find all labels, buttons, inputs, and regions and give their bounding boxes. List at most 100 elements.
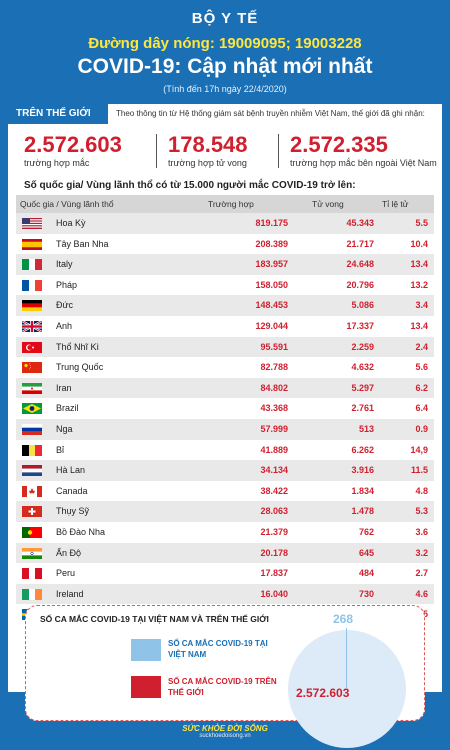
table-row: Hoa Kỳ 819.175 45.343 5.5 xyxy=(16,213,434,234)
table-row: Trung Quốc 82.788 4.632 5.6 xyxy=(16,357,434,378)
country-name: Đức xyxy=(56,300,74,311)
death-rate-value: 6.2 xyxy=(415,382,428,393)
stat-total-cases: 2.572.603 trường hợp mắc xyxy=(24,132,122,168)
deaths-value: 45.343 xyxy=(346,218,374,228)
table-row: Anh 129.044 17.337 13.4 xyxy=(16,316,434,337)
stat-value: 178.548 xyxy=(168,132,248,157)
deaths-value: 6.262 xyxy=(351,444,374,455)
usa-flag xyxy=(22,218,42,229)
country-name: Ấn Độ xyxy=(56,547,82,558)
cases-value: 82.788 xyxy=(260,362,288,373)
cases-value: 20.178 xyxy=(260,547,288,558)
death-rate-value: 13.4 xyxy=(410,259,428,270)
country-table: Quốc gia / Vùng lãnh thổ Trường hợp mắc … xyxy=(16,195,434,625)
deaths-value: 762 xyxy=(358,526,374,537)
country-name: Bỉ xyxy=(56,444,65,455)
country-name: Hà Lan xyxy=(56,465,86,476)
france-flag xyxy=(22,279,42,291)
iran-flag xyxy=(22,382,42,394)
cases-value: 28.063 xyxy=(260,506,288,517)
table-row: Ireland 16.040 730 4.6 xyxy=(16,583,434,605)
table-row: Tây Ban Nha 208.389 21.717 10.4 xyxy=(16,234,434,255)
deaths-value: 2.259 xyxy=(351,341,374,352)
cases-value: 183.957 xyxy=(255,259,288,270)
country-name: Pháp xyxy=(56,279,78,290)
country-name: Nga xyxy=(56,423,73,434)
country-name: Iran xyxy=(56,382,72,393)
country-name: Italy xyxy=(56,259,73,270)
vietnam-marker-line xyxy=(346,628,347,688)
deaths-value: 1.834 xyxy=(351,485,374,496)
cases-value: 148.453 xyxy=(255,300,288,311)
spain-flag xyxy=(22,238,42,250)
cases-value: 43.368 xyxy=(260,403,288,414)
death-rate-value: 5.3 xyxy=(415,506,428,517)
deaths-value: 730 xyxy=(358,588,374,599)
publisher-logo: SỨC KHỎE ĐỜI SỐNG xyxy=(182,724,268,733)
death-rate-value: 4.6 xyxy=(415,588,428,599)
peru-flag xyxy=(22,568,42,580)
cases-value: 38.422 xyxy=(260,485,288,496)
cases-value: 41.889 xyxy=(260,444,288,455)
column-header-country: Quốc gia / Vùng lãnh thổ xyxy=(20,199,114,209)
stat-label: trường hợp mắc xyxy=(24,158,90,168)
update-timestamp: (Tính đến 17h ngày 22/4/2020) xyxy=(163,84,287,94)
deaths-value: 21.717 xyxy=(346,238,374,249)
death-rate-value: 0.9 xyxy=(415,423,428,434)
world-cases-circle xyxy=(288,630,406,748)
cases-value: 129.044 xyxy=(255,320,288,331)
comparison-title: SỐ CA MẮC COVID-19 TẠI VIỆT NAM VÀ TRÊN … xyxy=(40,614,269,624)
deaths-value: 5.297 xyxy=(351,382,374,393)
table-row: Hà Lan 34.134 3.916 11.5 xyxy=(16,460,434,481)
cases-value: 84.802 xyxy=(260,382,288,393)
table-row: Ấn Độ 20.178 645 3.2 xyxy=(16,542,434,564)
table-body: Hoa Kỳ 819.175 45.343 5.5 Tây Ban Nha 208.389… xyxy=(16,213,434,625)
deaths-value: 2.761 xyxy=(351,403,374,414)
country-name: Brazil xyxy=(56,403,79,414)
legend-world-swatch xyxy=(131,676,161,698)
death-rate-value: 3.6 xyxy=(415,526,428,537)
death-rate-value: 3.2 xyxy=(415,547,428,558)
publisher-url: suckhoedoisong.vn xyxy=(199,733,251,739)
country-name: Hoa Kỳ xyxy=(56,218,86,228)
footer: SỨC KHỎE ĐỜI SỐNG suckhoedoisong.vn xyxy=(0,724,450,739)
cases-value: 57.999 xyxy=(260,423,288,434)
deaths-value: 645 xyxy=(358,547,374,558)
table-row: Brazil 43.368 2.761 6.4 xyxy=(16,398,434,419)
ireland-flag xyxy=(22,588,42,600)
column-header-deaths: Tử vong xyxy=(312,199,344,209)
cases-value: 158.050 xyxy=(255,279,288,290)
hotline-text: Đường dây nóng: 19009095; 19003228 xyxy=(88,35,362,52)
death-rate-value: 3.4 xyxy=(415,300,428,311)
india-flag xyxy=(22,547,42,559)
stat-value: 2.572.603 xyxy=(24,132,122,157)
cases-value: 208.389 xyxy=(255,238,288,249)
deaths-value: 5.086 xyxy=(351,300,374,311)
netherlands-flag xyxy=(22,465,42,477)
death-rate-value: 14,9 xyxy=(410,444,428,455)
portugal-flag xyxy=(22,526,42,538)
table-row: Iran 84.802 5.297 6.2 xyxy=(16,377,434,399)
uk-flag xyxy=(22,320,42,332)
stat-label: trường hợp tử vong xyxy=(168,158,247,168)
stat-value: 2.572.335 xyxy=(290,132,388,157)
cases-value: 16.040 xyxy=(260,588,288,599)
stat-cases-outside-vn: 2.572.335 trường hợp mắc bên ngoài Việt … xyxy=(290,132,437,168)
deaths-value: 1.478 xyxy=(351,506,374,517)
table-row: Canada 38.422 1.834 4.8 xyxy=(16,481,434,502)
deaths-value: 24.648 xyxy=(346,259,374,270)
russia-flag xyxy=(22,423,42,435)
table-header-row: Quốc gia / Vùng lãnh thổ Trường hợp mắc … xyxy=(16,195,434,227)
country-name: Canada xyxy=(56,485,88,496)
brazil-flag xyxy=(22,403,42,415)
cases-value: 21.379 xyxy=(260,526,288,537)
cases-value: 17.837 xyxy=(260,568,288,579)
death-rate-value: 4.8 xyxy=(415,485,428,496)
table-row: Bồ Đào Nha 21.379 762 3.6 xyxy=(16,522,434,543)
country-name: Thổ Nhĩ Kì xyxy=(56,341,100,352)
death-rate-value: 6.4 xyxy=(415,403,428,414)
country-name: Bồ Đào Nha xyxy=(56,526,106,537)
table-row: Pháp 158.050 20.796 13.2 xyxy=(16,275,434,296)
intro-text: Theo thông tin từ Hệ thống giám sát bệnh… xyxy=(116,109,425,118)
ministry-title: BỘ Y TẾ xyxy=(191,10,259,27)
